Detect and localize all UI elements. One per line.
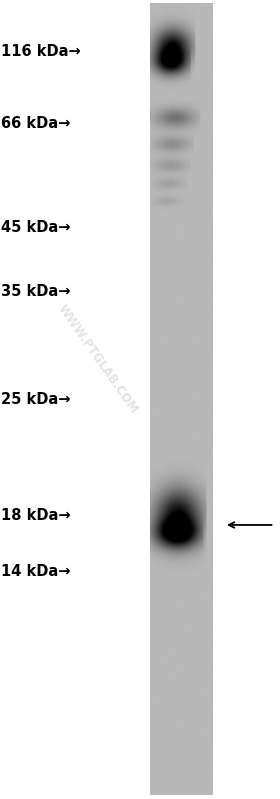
Text: 116 kDa→: 116 kDa→ bbox=[1, 45, 81, 59]
Text: 18 kDa→: 18 kDa→ bbox=[1, 508, 71, 523]
Text: 45 kDa→: 45 kDa→ bbox=[1, 221, 71, 235]
Text: WWW.PTGLAB.COM: WWW.PTGLAB.COM bbox=[55, 303, 141, 416]
Text: 25 kDa→: 25 kDa→ bbox=[1, 392, 71, 407]
Text: 66 kDa→: 66 kDa→ bbox=[1, 117, 71, 131]
Text: 14 kDa→: 14 kDa→ bbox=[1, 564, 71, 578]
Text: 35 kDa→: 35 kDa→ bbox=[1, 284, 71, 299]
